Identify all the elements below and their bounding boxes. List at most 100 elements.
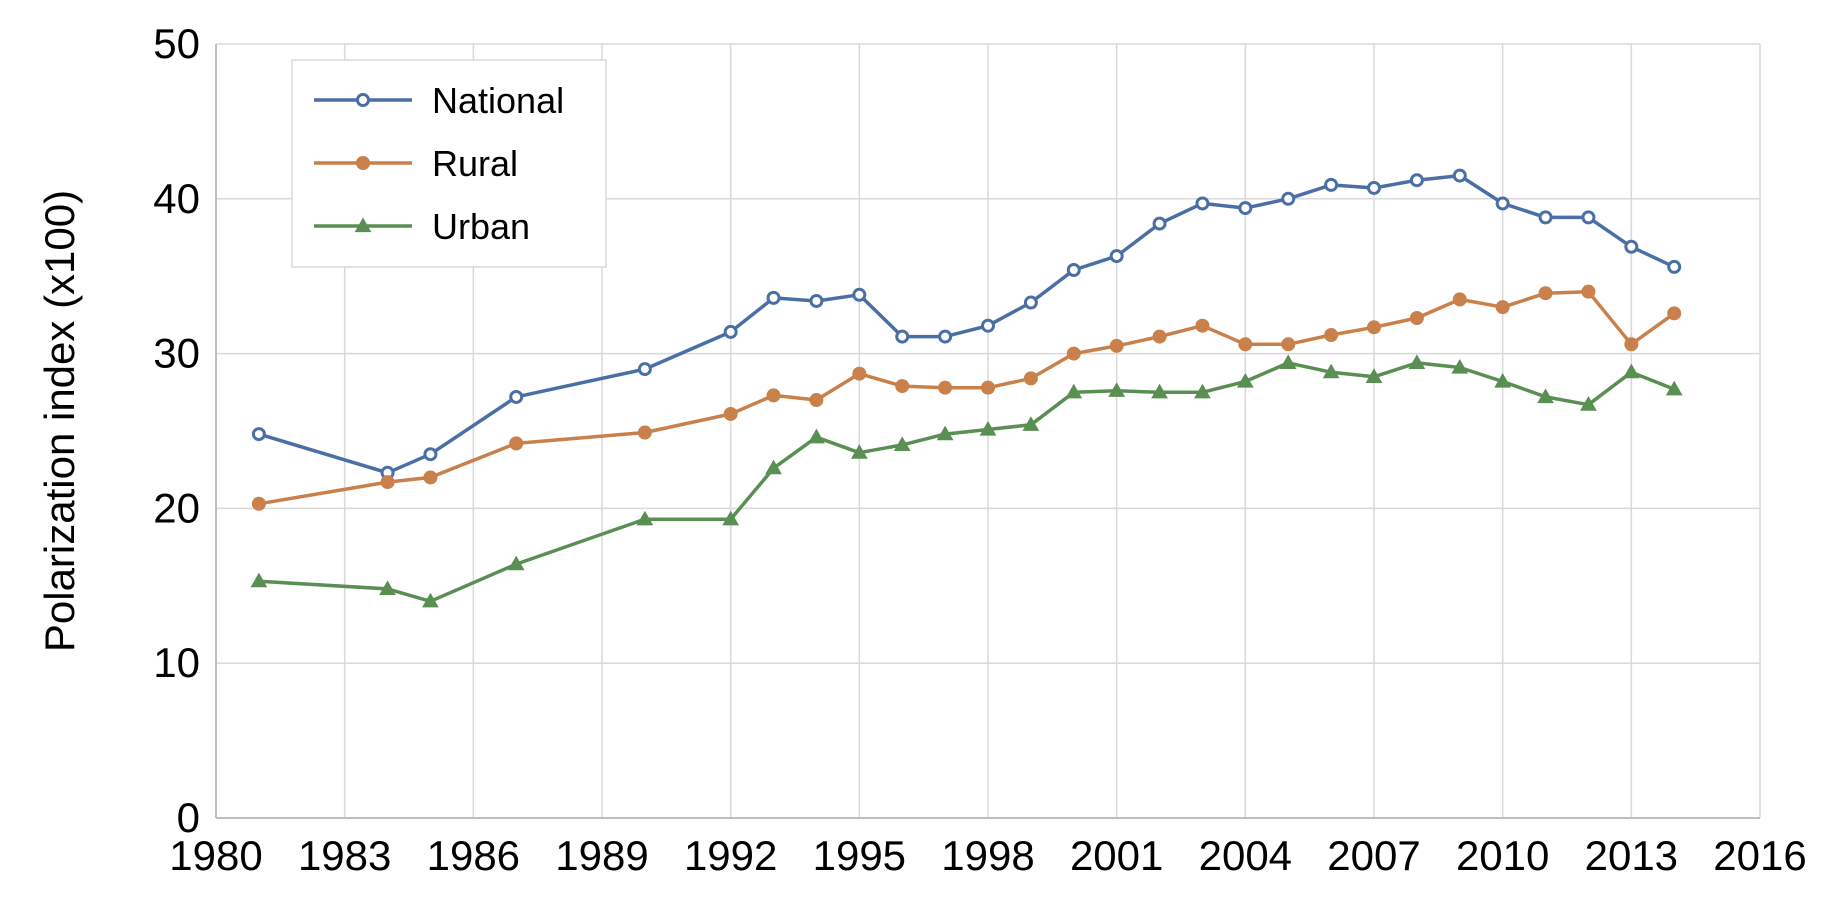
data-point-urban xyxy=(1365,368,1383,383)
data-point-rural xyxy=(1538,286,1553,301)
data-point-national xyxy=(509,389,524,404)
data-point-national xyxy=(1452,168,1467,183)
data-point-rural xyxy=(852,366,867,381)
data-point-rural xyxy=(1324,328,1339,343)
data-point-urban xyxy=(379,580,396,596)
data-point-national xyxy=(938,329,953,344)
legend-marker-urban xyxy=(354,217,372,233)
legend-marker-national xyxy=(356,93,370,107)
data-point-rural xyxy=(637,425,652,440)
data-point-rural xyxy=(938,380,953,395)
data-point-urban xyxy=(1108,382,1126,397)
data-point-urban xyxy=(1665,380,1683,396)
data-point-national xyxy=(423,447,438,462)
data-point-national xyxy=(1281,191,1296,206)
legend-item-urban: Urban xyxy=(314,206,530,247)
data-point-national xyxy=(766,290,781,305)
data-point-rural xyxy=(1367,320,1381,335)
data-point-national xyxy=(1023,295,1038,310)
data-point-national xyxy=(1667,259,1682,274)
data-point-urban xyxy=(507,555,525,571)
data-point-urban xyxy=(722,510,740,526)
data-point-national xyxy=(895,329,910,344)
data-point-rural xyxy=(1452,292,1467,307)
series-urban xyxy=(250,354,1683,608)
data-point-national xyxy=(809,293,824,308)
y-tick-label: 30 xyxy=(153,330,200,377)
data-point-urban xyxy=(979,420,997,436)
data-point-urban xyxy=(936,425,954,441)
data-point-urban xyxy=(1451,359,1469,374)
legend-label-urban: Urban xyxy=(432,206,530,247)
data-point-urban xyxy=(636,510,654,526)
data-point-rural xyxy=(1281,337,1296,352)
data-point-rural xyxy=(380,475,395,490)
data-point-rural xyxy=(1152,329,1167,344)
x-tick-label: 2004 xyxy=(1199,832,1292,879)
y-tick-label: 40 xyxy=(153,175,200,222)
data-point-national xyxy=(1538,210,1553,225)
data-point-national xyxy=(1195,196,1210,211)
data-point-rural xyxy=(766,388,781,403)
y-tick-label: 20 xyxy=(153,484,200,531)
legend-item-national: National xyxy=(314,80,564,121)
x-tick-label: 1992 xyxy=(684,832,777,879)
data-point-urban xyxy=(808,428,825,444)
data-point-rural xyxy=(809,393,824,408)
x-tick-label: 2010 xyxy=(1456,832,1549,879)
data-point-rural xyxy=(723,406,738,421)
x-tick-label: 1998 xyxy=(941,832,1034,879)
data-point-national xyxy=(637,362,652,377)
axes: 0 10 20 30 40 50 1980 1983 1986 1989 1992 1995 1998 2… xyxy=(153,20,1806,879)
data-point-national xyxy=(1495,196,1510,211)
data-point-urban xyxy=(1622,363,1640,379)
data-point-urban xyxy=(1580,396,1597,411)
data-point-national xyxy=(723,324,738,339)
x-tick-label: 1980 xyxy=(169,832,262,879)
data-point-urban xyxy=(1279,354,1297,370)
x-tick-label: 1989 xyxy=(555,832,648,879)
data-point-urban xyxy=(1494,372,1512,388)
series-line-national xyxy=(258,173,1675,475)
data-point-national xyxy=(1367,180,1381,195)
data-point-urban xyxy=(1236,372,1254,388)
data-point-urban xyxy=(1022,416,1040,431)
data-point-national xyxy=(1238,201,1253,216)
data-point-national xyxy=(1409,173,1424,188)
data-point-urban xyxy=(1537,388,1554,404)
data-point-rural xyxy=(1023,371,1038,386)
data-point-national xyxy=(981,318,995,333)
data-point-urban xyxy=(1322,363,1340,379)
y-tick-label: 50 xyxy=(153,20,200,67)
data-point-urban xyxy=(250,572,268,588)
legend-marker-rural xyxy=(356,156,370,170)
y-tick-label: 10 xyxy=(153,639,200,686)
series-line-urban xyxy=(258,361,1675,604)
data-point-rural xyxy=(1238,337,1253,352)
data-point-urban xyxy=(1065,383,1083,399)
data-point-rural xyxy=(981,380,995,395)
data-point-rural xyxy=(251,496,266,511)
data-point-urban xyxy=(765,459,782,475)
legend: National Rural Urban xyxy=(291,59,607,268)
data-point-rural xyxy=(1195,318,1210,333)
series-line-rural xyxy=(258,289,1676,506)
data-point-rural xyxy=(1667,306,1682,321)
x-tick-label: 2001 xyxy=(1070,832,1163,879)
data-point-rural xyxy=(1495,300,1510,315)
data-point-national xyxy=(1581,210,1596,225)
x-tick-label: 2007 xyxy=(1327,832,1420,879)
data-point-rural xyxy=(1109,338,1124,353)
series xyxy=(250,168,1683,608)
data-point-national xyxy=(1624,239,1639,254)
data-point-urban xyxy=(893,436,911,452)
data-point-urban xyxy=(1194,383,1211,399)
x-tick-label: 1986 xyxy=(427,832,520,879)
data-point-rural xyxy=(1409,310,1424,325)
data-point-rural xyxy=(1581,284,1596,299)
data-point-urban xyxy=(422,592,439,608)
data-point-national xyxy=(1066,263,1081,278)
y-tick-label: 0 xyxy=(177,794,200,841)
